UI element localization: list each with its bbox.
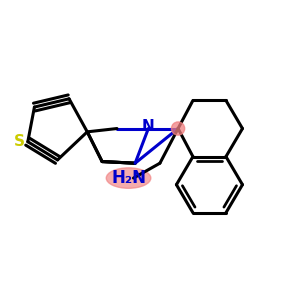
Ellipse shape — [106, 168, 151, 188]
Text: S: S — [14, 134, 25, 149]
Text: N: N — [142, 119, 155, 134]
Text: H₂N: H₂N — [111, 169, 146, 187]
Circle shape — [172, 122, 185, 135]
